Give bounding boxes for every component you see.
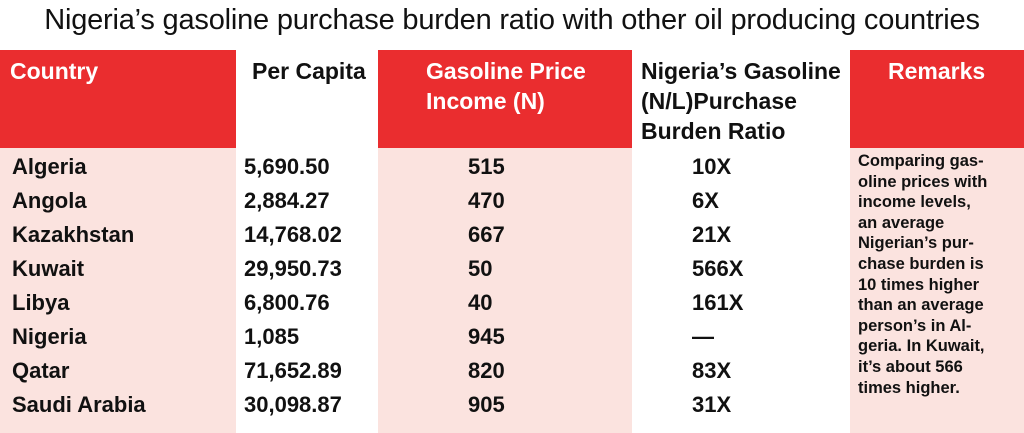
cell-income: 6,800.76 [244, 290, 330, 315]
header-country-label: Country [10, 58, 99, 84]
cell-ratio: 6X [692, 188, 719, 213]
cell-country: Kazakhstan [12, 222, 135, 247]
cell-price: 820 [468, 358, 505, 383]
cell-country: Kuwait [12, 256, 85, 281]
cell-income: 29,950.73 [244, 256, 342, 281]
header-income-label: Per Capita [252, 58, 366, 84]
column-country: Country [0, 50, 236, 433]
cell-price: 905 [468, 392, 505, 417]
table-row: Algeria 5,690.50 515 10X [0, 150, 1024, 184]
column-remarks: Remarks [850, 50, 1024, 433]
header-country: Country [0, 50, 236, 148]
cell-ratio: 10X [692, 154, 732, 179]
header-price-line2: Income (N) [426, 88, 545, 114]
cell-price: 667 [468, 222, 505, 247]
table-row: Kazakhstan 14,768.02 667 21X [0, 218, 1024, 252]
cell-ratio: 31X [692, 392, 732, 417]
header-ratio-line1: Nigeria’s Gasoline [641, 58, 841, 84]
table-row: Kuwait 29,950.73 50 566X [0, 252, 1024, 286]
table-row: Angola 2,884.27 470 6X [0, 184, 1024, 218]
cell-ratio: 83X [692, 358, 732, 383]
cell-ratio: 161X [692, 290, 744, 315]
cell-country: Libya [12, 290, 70, 315]
header-price-line1: Gasoline Price [426, 58, 586, 84]
cell-income: 71,652.89 [244, 358, 342, 383]
table-row: Libya 6,800.76 40 161X [0, 286, 1024, 320]
header-ratio-line3: Burden Ratio [641, 118, 786, 144]
cell-country: Nigeria [12, 324, 87, 349]
table-row: Qatar 71,652.89 820 83X [0, 354, 1024, 388]
column-price: Gasoline Price Income (N) [378, 50, 632, 433]
cell-price: 945 [468, 324, 505, 349]
cell-price: 515 [468, 154, 505, 179]
cell-ratio: 21X [692, 222, 732, 247]
column-income: Per Capita [236, 50, 378, 433]
column-country-body [0, 148, 236, 433]
header-income: Per Capita [236, 50, 378, 148]
cell-country: Angola [12, 188, 87, 213]
header-remarks-label: Remarks [888, 58, 986, 84]
column-ratio: Nigeria’s Gasoline (N/L)Purchase Burden … [632, 50, 850, 433]
column-price-body [378, 148, 632, 433]
header-ratio: Nigeria’s Gasoline (N/L)Purchase Burden … [632, 50, 850, 148]
column-remarks-body [850, 148, 1024, 433]
table-row: Nigeria 1,085 945 — [0, 320, 1024, 354]
cell-income: 5,690.50 [244, 154, 330, 179]
cell-income: 14,768.02 [244, 222, 342, 247]
cell-income: 2,884.27 [244, 188, 330, 213]
cell-price: 50 [468, 256, 493, 281]
cell-income: 30,098.87 [244, 392, 342, 417]
cell-country: Qatar [12, 358, 70, 383]
remarks-text: Comparing gas- oline prices with income … [858, 152, 988, 397]
cell-country: Saudi Arabia [12, 392, 146, 417]
table-title: Nigeria’s gasoline purchase burden ratio… [44, 4, 980, 36]
header-ratio-line2: (N/L)Purchase [641, 88, 797, 114]
cell-ratio: 566X [692, 256, 744, 281]
header-price: Gasoline Price Income (N) [378, 50, 632, 148]
table-row: Saudi Arabia 30,098.87 905 31X [0, 388, 1024, 422]
header-remarks: Remarks [850, 50, 1024, 148]
cell-price: 40 [468, 290, 493, 315]
cell-income: 1,085 [244, 324, 300, 349]
cell-price: 470 [468, 188, 505, 213]
cell-ratio: — [692, 324, 714, 349]
cell-country: Algeria [12, 154, 87, 179]
